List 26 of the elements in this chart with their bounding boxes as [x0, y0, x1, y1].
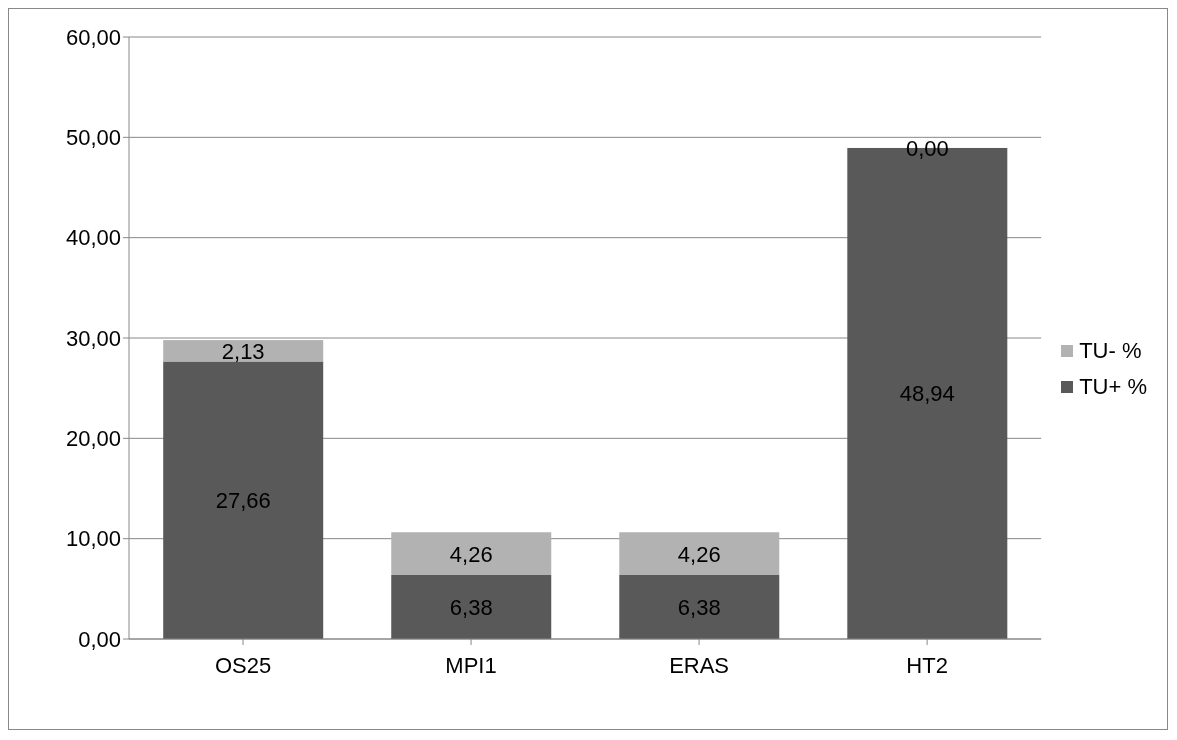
legend-label: TU- % [1079, 338, 1142, 364]
bar [163, 340, 324, 362]
x-tick-label: HT2 [906, 652, 948, 678]
data-label: 6,38 [449, 594, 493, 620]
bar [619, 574, 780, 639]
y-tick-label: 50,00 [65, 125, 121, 151]
y-tick-label: 60,00 [65, 24, 121, 50]
x-tick-label: ERAS [669, 652, 730, 678]
legend-label: TU+ % [1079, 374, 1147, 400]
x-tick-label: MPI1 [445, 652, 497, 678]
y-tick-label: 20,00 [65, 426, 121, 452]
y-tick-label: 40,00 [65, 225, 121, 251]
data-label: 4,26 [677, 541, 721, 567]
data-label: 6,38 [677, 594, 721, 620]
bar [391, 574, 552, 639]
bar [391, 532, 552, 575]
data-label: 48,94 [899, 381, 955, 407]
data-label: 4,26 [449, 541, 493, 567]
y-tick-label: 10,00 [65, 526, 121, 552]
y-tick-label: 0,00 [78, 626, 121, 652]
x-tick-label: OS25 [214, 652, 272, 678]
bar [163, 361, 324, 639]
data-label: 27,66 [215, 488, 271, 514]
data-label: 2,13 [221, 338, 265, 364]
bar [619, 532, 780, 575]
y-tick-label: 30,00 [65, 325, 121, 351]
